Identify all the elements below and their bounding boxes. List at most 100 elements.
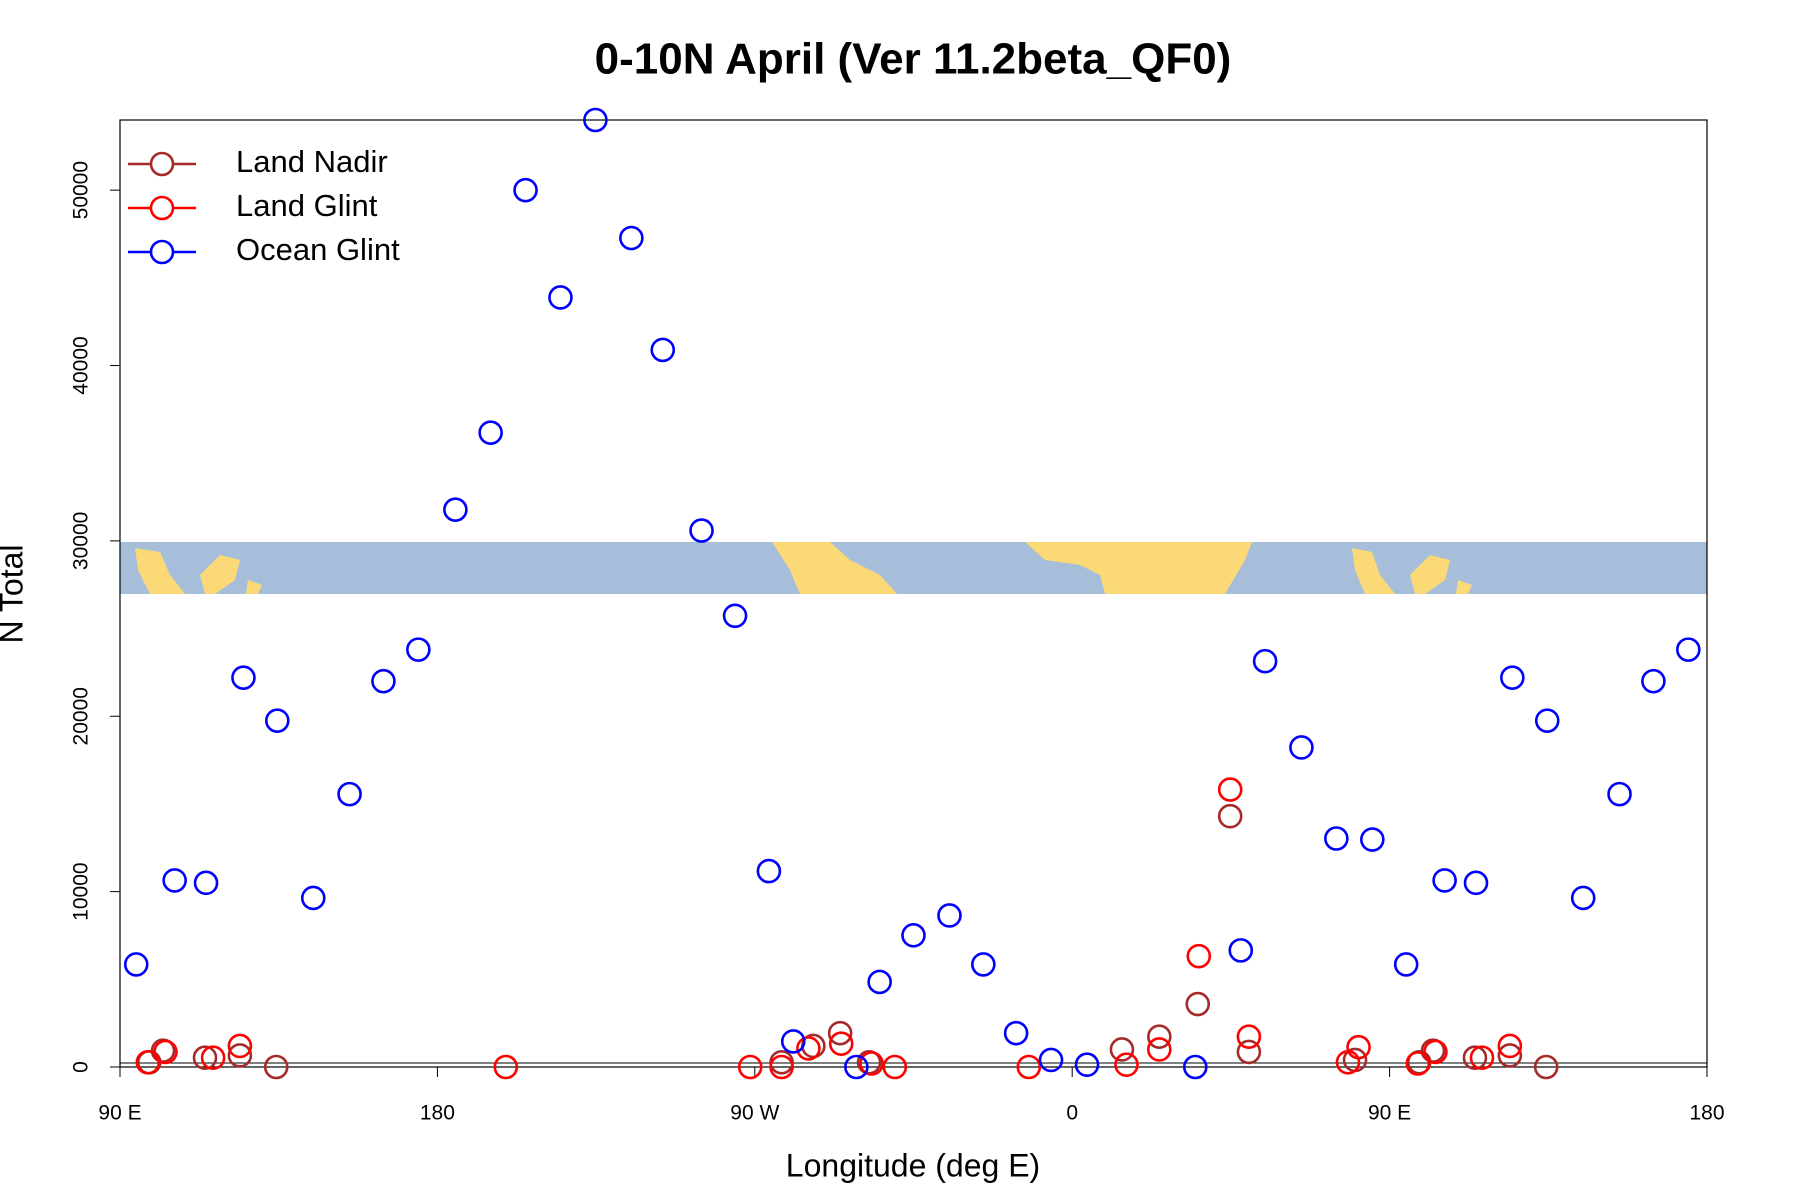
- point: [162, 868, 187, 893]
- point: [737, 1054, 763, 1080]
- point: [882, 1054, 908, 1080]
- point: [1360, 827, 1385, 852]
- point: [192, 1045, 218, 1071]
- point: [619, 225, 644, 251]
- point: [443, 497, 468, 522]
- plot-frame: [119, 119, 1708, 1068]
- point: [300, 885, 326, 911]
- point: [1038, 1047, 1064, 1073]
- point: [1393, 952, 1419, 977]
- point: [769, 1049, 794, 1075]
- point: [828, 1031, 854, 1056]
- point: [1147, 1024, 1172, 1049]
- map-band: [120, 542, 1707, 594]
- legend-marker: [149, 195, 175, 221]
- point: [1003, 1020, 1029, 1046]
- point: [1346, 1034, 1371, 1060]
- point: [123, 952, 149, 977]
- chart-title: 0-10N April (Ver 11.2beta_QF0): [595, 35, 1232, 84]
- y-tick-label: 10000: [70, 862, 93, 920]
- point: [1074, 1052, 1100, 1078]
- point: [901, 922, 926, 948]
- legend-marker: [149, 239, 175, 265]
- point: [1289, 735, 1314, 760]
- point: [756, 858, 782, 884]
- point: [227, 1033, 253, 1059]
- point: [493, 1054, 519, 1080]
- point: [548, 285, 573, 310]
- x-tick-label: 90 E: [98, 1102, 141, 1125]
- point: [1185, 991, 1211, 1017]
- point: [1236, 1024, 1262, 1049]
- point: [722, 603, 748, 629]
- point: [1228, 938, 1254, 963]
- point: [1324, 826, 1349, 851]
- point: [827, 1020, 853, 1046]
- point: [971, 952, 996, 977]
- x-tick-label: 180: [1689, 1102, 1724, 1125]
- y-axis-label: N Total: [0, 544, 29, 643]
- point: [1497, 1033, 1523, 1059]
- x-tick-label: 0: [1066, 1102, 1078, 1125]
- point: [937, 903, 962, 928]
- x-tick-label: 90 W: [730, 1102, 779, 1125]
- point: [200, 1045, 226, 1071]
- x-tick-label: 90 E: [1368, 1102, 1411, 1125]
- y-tick-label: 40000: [70, 336, 93, 394]
- point: [1423, 1039, 1448, 1065]
- point: [867, 969, 892, 995]
- point: [1641, 668, 1666, 694]
- point: [478, 420, 503, 445]
- point: [769, 1054, 794, 1080]
- point: [1147, 1037, 1172, 1062]
- point: [583, 107, 608, 133]
- point: [1236, 1039, 1262, 1065]
- y-tick-label: 50000: [70, 161, 93, 219]
- point: [1462, 1045, 1488, 1071]
- y-tick-label: 0: [70, 1061, 93, 1073]
- point: [844, 1054, 869, 1080]
- point: [193, 870, 219, 896]
- x-tick-label: 180: [420, 1102, 455, 1125]
- point: [337, 781, 362, 807]
- point: [1607, 781, 1632, 807]
- point: [1469, 1045, 1495, 1071]
- point: [1676, 637, 1701, 662]
- point: [263, 1054, 289, 1080]
- point: [859, 1051, 884, 1076]
- point: [371, 668, 396, 694]
- point: [1432, 868, 1457, 893]
- legend-marker: [149, 151, 175, 177]
- point: [1570, 885, 1596, 911]
- point: [1534, 708, 1560, 733]
- point: [1217, 777, 1243, 802]
- point: [1463, 870, 1489, 896]
- point: [406, 637, 431, 662]
- point: [1217, 803, 1243, 829]
- legend-label: Land Nadir: [236, 144, 388, 179]
- point: [513, 177, 538, 203]
- point: [1109, 1037, 1135, 1062]
- point: [796, 1036, 821, 1061]
- point: [264, 708, 290, 733]
- legend-label: Ocean Glint: [236, 232, 400, 267]
- y-tick-label: 20000: [70, 687, 93, 745]
- point: [1252, 648, 1278, 674]
- point: [1500, 665, 1525, 690]
- point: [689, 518, 714, 543]
- point: [1114, 1052, 1139, 1078]
- point: [1497, 1043, 1523, 1068]
- point: [1186, 943, 1212, 969]
- y-tick-label: 30000: [70, 512, 93, 570]
- legend-label: Land Glint: [236, 188, 378, 223]
- point: [1016, 1054, 1042, 1080]
- x-axis-label: Longitude (deg E): [786, 1147, 1040, 1183]
- point: [1405, 1051, 1431, 1076]
- point: [1533, 1054, 1559, 1080]
- point: [650, 337, 676, 363]
- point: [231, 665, 256, 690]
- point: [227, 1043, 253, 1068]
- point: [153, 1039, 178, 1065]
